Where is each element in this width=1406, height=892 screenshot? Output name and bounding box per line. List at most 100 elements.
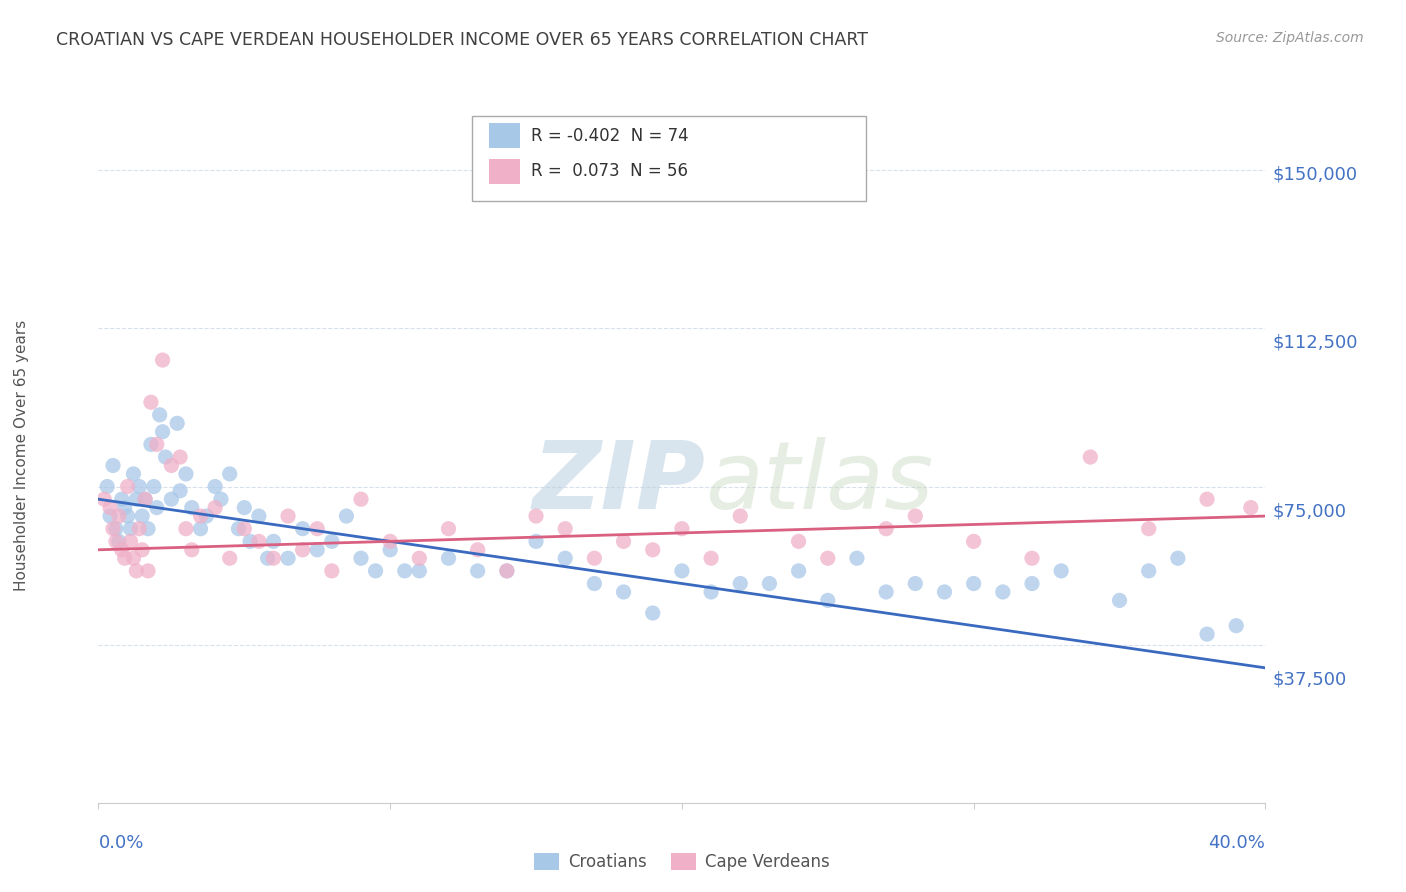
Text: R =  0.073  N = 56: R = 0.073 N = 56 bbox=[531, 162, 688, 180]
Point bbox=[195, 509, 218, 524]
Text: CROATIAN VS CAPE VERDEAN HOUSEHOLDER INCOME OVER 65 YEARS CORRELATION CHART: CROATIAN VS CAPE VERDEAN HOUSEHOLDER INC… bbox=[56, 31, 869, 49]
Point bbox=[108, 509, 131, 524]
Point bbox=[169, 483, 191, 498]
Point bbox=[962, 534, 984, 549]
Text: $75,000: $75,000 bbox=[1272, 502, 1347, 520]
Point bbox=[758, 576, 780, 591]
Point bbox=[174, 522, 197, 536]
Point bbox=[1080, 450, 1102, 464]
Point bbox=[169, 450, 191, 464]
Text: $37,500: $37,500 bbox=[1272, 671, 1347, 689]
Text: $112,500: $112,500 bbox=[1272, 334, 1358, 351]
Point bbox=[98, 509, 121, 524]
Point bbox=[256, 551, 278, 566]
Point bbox=[700, 585, 723, 599]
Point bbox=[146, 500, 169, 515]
Point bbox=[467, 542, 489, 557]
Point bbox=[98, 500, 121, 515]
Point bbox=[262, 551, 284, 566]
Point bbox=[1021, 576, 1043, 591]
Point bbox=[817, 551, 839, 566]
Point bbox=[239, 534, 262, 549]
Point bbox=[1137, 522, 1160, 536]
Point bbox=[139, 395, 162, 409]
Point bbox=[437, 551, 460, 566]
Point bbox=[120, 534, 142, 549]
Point bbox=[467, 564, 489, 578]
Point bbox=[247, 534, 270, 549]
Point bbox=[93, 492, 115, 507]
Point bbox=[1240, 500, 1263, 515]
Point bbox=[291, 542, 314, 557]
Point bbox=[335, 509, 357, 524]
Point bbox=[134, 492, 156, 507]
Point bbox=[101, 458, 124, 473]
Text: atlas: atlas bbox=[706, 437, 934, 528]
Point bbox=[152, 425, 174, 439]
Text: ZIP: ZIP bbox=[533, 437, 706, 529]
Text: 40.0%: 40.0% bbox=[1209, 834, 1265, 852]
Point bbox=[1167, 551, 1189, 566]
Point bbox=[122, 551, 145, 566]
Point bbox=[495, 564, 517, 578]
Point bbox=[262, 534, 284, 549]
Point bbox=[233, 500, 256, 515]
Point bbox=[962, 576, 984, 591]
Point bbox=[875, 522, 897, 536]
Point bbox=[350, 492, 373, 507]
Point bbox=[524, 534, 547, 549]
Point bbox=[554, 522, 576, 536]
Point bbox=[108, 534, 131, 549]
Point bbox=[730, 509, 752, 524]
Text: Householder Income Over 65 years: Householder Income Over 65 years bbox=[14, 319, 28, 591]
Point bbox=[139, 437, 162, 451]
Point bbox=[671, 564, 693, 578]
Point bbox=[291, 522, 314, 536]
Point bbox=[787, 564, 810, 578]
Text: $150,000: $150,000 bbox=[1272, 165, 1358, 184]
Point bbox=[1137, 564, 1160, 578]
Point bbox=[152, 353, 174, 368]
Point bbox=[131, 509, 153, 524]
Point bbox=[114, 551, 136, 566]
Point bbox=[524, 509, 547, 524]
Point bbox=[378, 534, 402, 549]
Point bbox=[111, 492, 134, 507]
Point bbox=[495, 564, 517, 578]
Point bbox=[190, 522, 212, 536]
Text: 0.0%: 0.0% bbox=[98, 834, 143, 852]
Point bbox=[277, 509, 299, 524]
Point bbox=[204, 479, 226, 493]
Point bbox=[700, 551, 723, 566]
Point bbox=[174, 467, 197, 481]
Point bbox=[350, 551, 373, 566]
Point bbox=[904, 509, 927, 524]
Point bbox=[554, 551, 576, 566]
Point bbox=[146, 437, 169, 451]
Point bbox=[233, 522, 256, 536]
Point bbox=[1195, 627, 1218, 641]
Point bbox=[101, 522, 124, 536]
Point bbox=[378, 542, 402, 557]
Point bbox=[131, 542, 153, 557]
Point bbox=[991, 585, 1014, 599]
Point bbox=[1195, 492, 1218, 507]
Point bbox=[612, 585, 634, 599]
Point bbox=[180, 542, 202, 557]
Point bbox=[117, 479, 139, 493]
Legend: Croatians, Cape Verdeans: Croatians, Cape Verdeans bbox=[527, 847, 837, 878]
Point bbox=[122, 467, 145, 481]
Point bbox=[125, 492, 148, 507]
Point bbox=[583, 551, 606, 566]
Point bbox=[142, 479, 165, 493]
Point bbox=[934, 585, 956, 599]
Point bbox=[209, 492, 232, 507]
Point bbox=[641, 542, 664, 557]
Point bbox=[96, 479, 118, 493]
Point bbox=[117, 509, 139, 524]
Point bbox=[364, 564, 387, 578]
Point bbox=[277, 551, 299, 566]
Point bbox=[1225, 618, 1247, 632]
Text: Source: ZipAtlas.com: Source: ZipAtlas.com bbox=[1216, 31, 1364, 45]
Point bbox=[875, 585, 897, 599]
